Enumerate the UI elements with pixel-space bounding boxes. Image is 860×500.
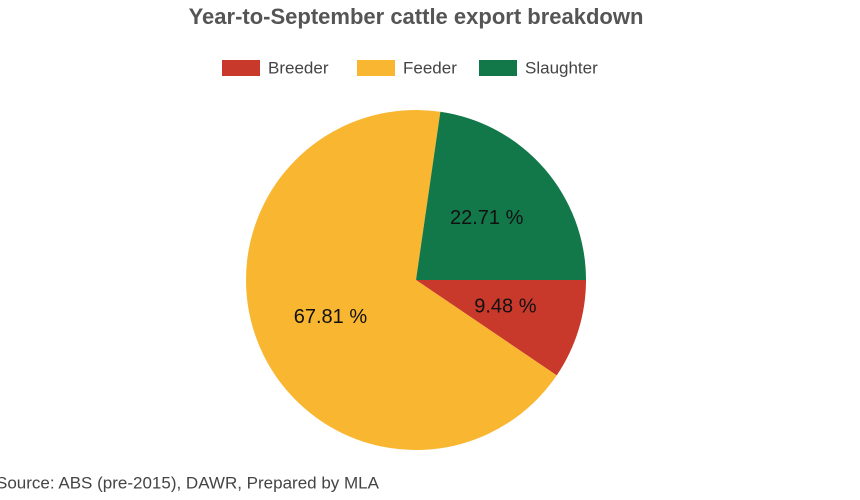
pie-slice [416,111,586,280]
data-label: 67.81 % [294,306,368,328]
legend-swatch [479,60,517,76]
chart-title: Year-to-September cattle export breakdow… [189,4,644,29]
legend-swatch [357,60,395,76]
source-note: Source: ABS (pre-2015), DAWR, Prepared b… [0,473,380,492]
legend-swatch [222,60,260,76]
legend-label: Feeder [403,58,457,77]
data-label: 22.71 % [450,207,524,229]
data-label: 9.48 % [474,296,536,318]
pie-slice [246,110,557,451]
legend-label: Slaughter [525,58,598,77]
pie-slice [416,280,586,376]
legend-label: Breeder [268,58,329,77]
